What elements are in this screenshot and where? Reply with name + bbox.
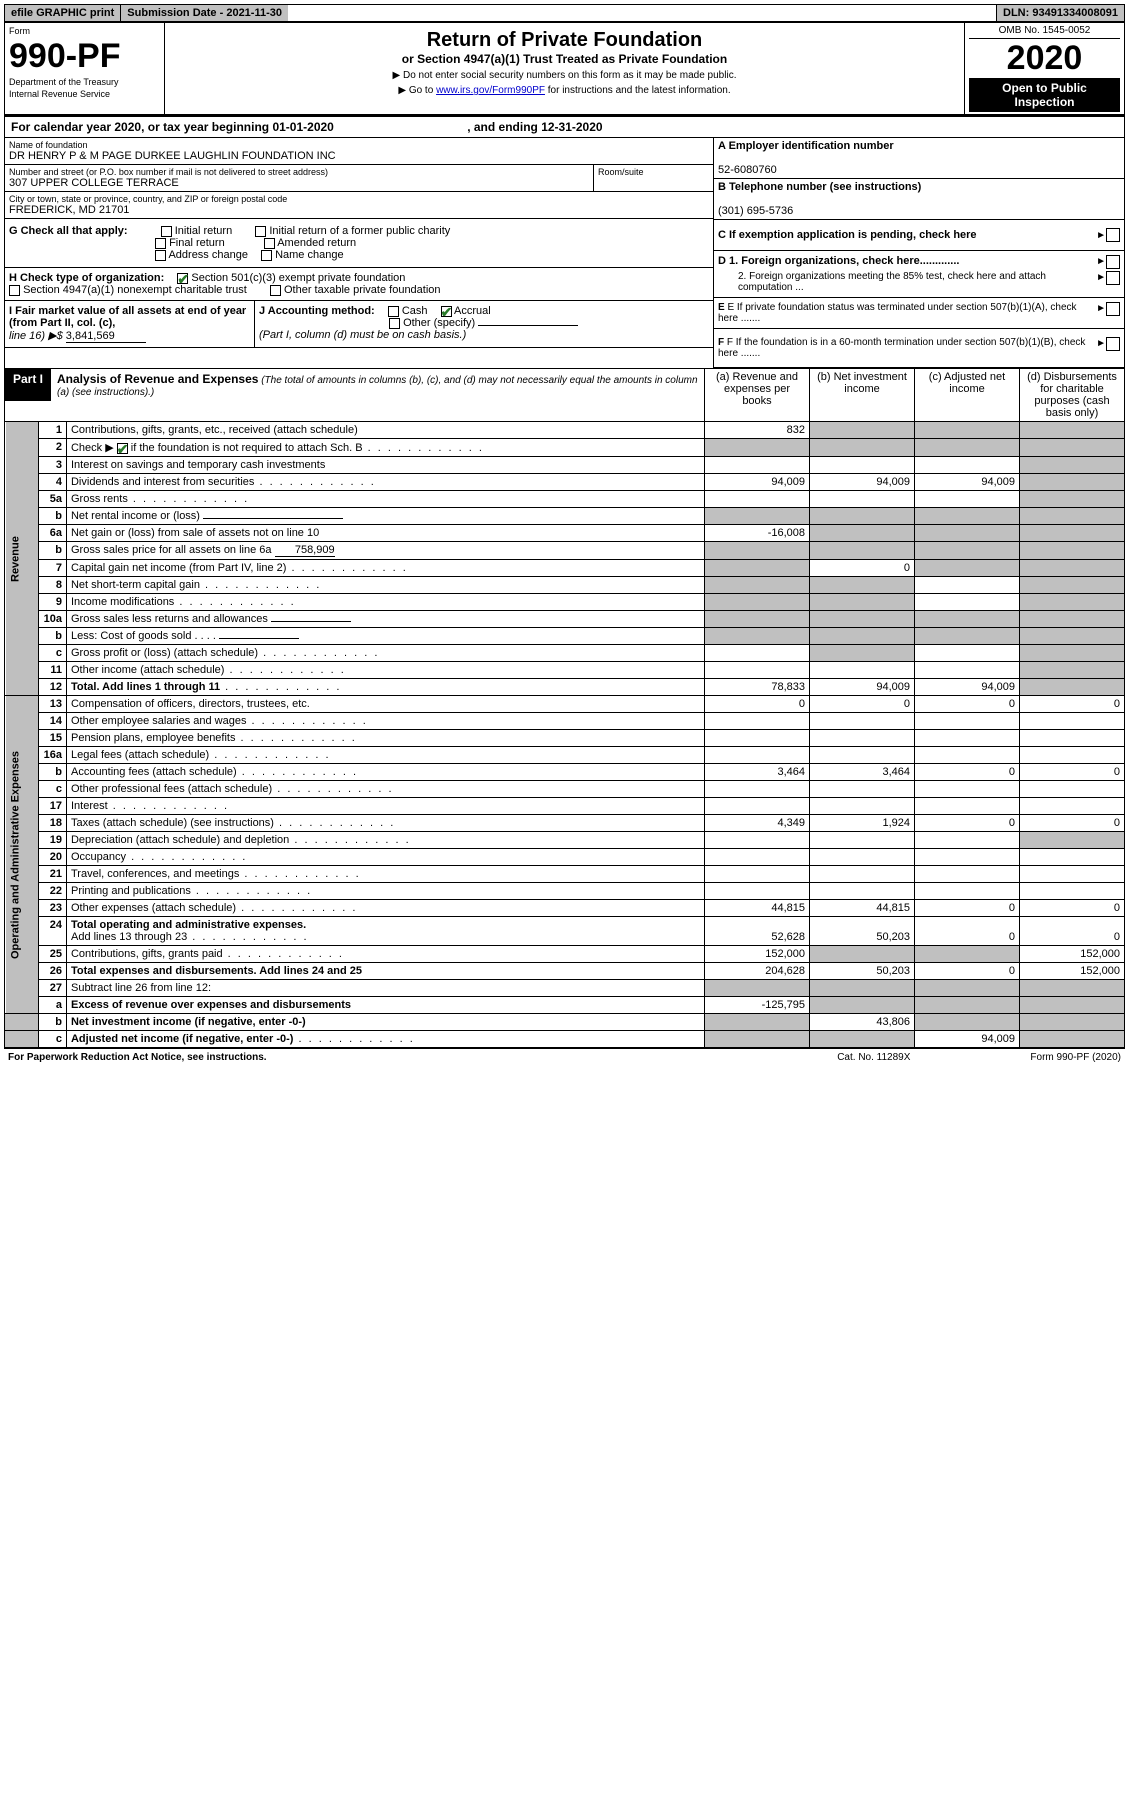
60month-checkbox[interactable]	[1106, 337, 1120, 351]
phone: (301) 695-5736	[718, 205, 793, 217]
efile-label: efile GRAPHIC print	[5, 5, 120, 21]
cash-checkbox[interactable]	[388, 306, 399, 317]
fmv-value: 3,841,569	[66, 330, 146, 343]
foundation-name: DR HENRY P & M PAGE DURKEE LAUGHLIN FOUN…	[9, 150, 336, 162]
ein: 52-6080760	[718, 164, 777, 176]
4947a1-checkbox[interactable]	[9, 285, 20, 296]
title-cell: Return of Private Foundation or Section …	[165, 23, 965, 115]
footer: For Paperwork Reduction Act Notice, see …	[4, 1048, 1125, 1066]
calendar-year-row: For calendar year 2020, or tax year begi…	[4, 115, 1125, 138]
foreign-org-checkbox[interactable]	[1106, 255, 1120, 269]
part-1-header: Part I	[5, 369, 51, 401]
final-return-checkbox[interactable]	[155, 238, 166, 249]
foundation-address: 307 UPPER COLLEGE TERRACE	[9, 177, 179, 189]
dln: DLN: 93491334008091	[996, 5, 1124, 21]
form-cell: Form 990-PF Department of the Treasury I…	[5, 23, 165, 115]
exemption-pending-checkbox[interactable]	[1106, 228, 1120, 242]
foundation-city: FREDERICK, MD 21701	[9, 204, 129, 216]
name-change-checkbox[interactable]	[261, 250, 272, 261]
top-bar: efile GRAPHIC print Submission Date - 20…	[4, 4, 1125, 22]
initial-return-checkbox[interactable]	[161, 226, 172, 237]
year-cell: OMB No. 1545-0052 2020 Open to Public In…	[965, 23, 1125, 115]
amended-return-checkbox[interactable]	[264, 238, 275, 249]
other-taxable-checkbox[interactable]	[270, 285, 281, 296]
initial-former-checkbox[interactable]	[255, 226, 266, 237]
instructions-link[interactable]: www.irs.gov/Form990PF	[436, 85, 545, 96]
form-number: 990-PF	[9, 37, 121, 75]
other-method-checkbox[interactable]	[389, 318, 400, 329]
foreign-85-checkbox[interactable]	[1106, 271, 1120, 285]
form-title: Return of Private Foundation	[169, 29, 960, 52]
501c3-checkbox[interactable]	[177, 273, 188, 284]
accrual-checkbox[interactable]	[441, 306, 452, 317]
terminated-checkbox[interactable]	[1106, 302, 1120, 316]
tax-year: 2020	[969, 39, 1120, 78]
sch-b-checkbox[interactable]	[117, 443, 128, 454]
expenses-section: Operating and Administrative Expenses	[5, 696, 39, 1014]
revenue-section: Revenue	[5, 422, 39, 696]
submission-date: Submission Date - 2021-11-30	[120, 5, 288, 21]
address-change-checkbox[interactable]	[155, 250, 166, 261]
